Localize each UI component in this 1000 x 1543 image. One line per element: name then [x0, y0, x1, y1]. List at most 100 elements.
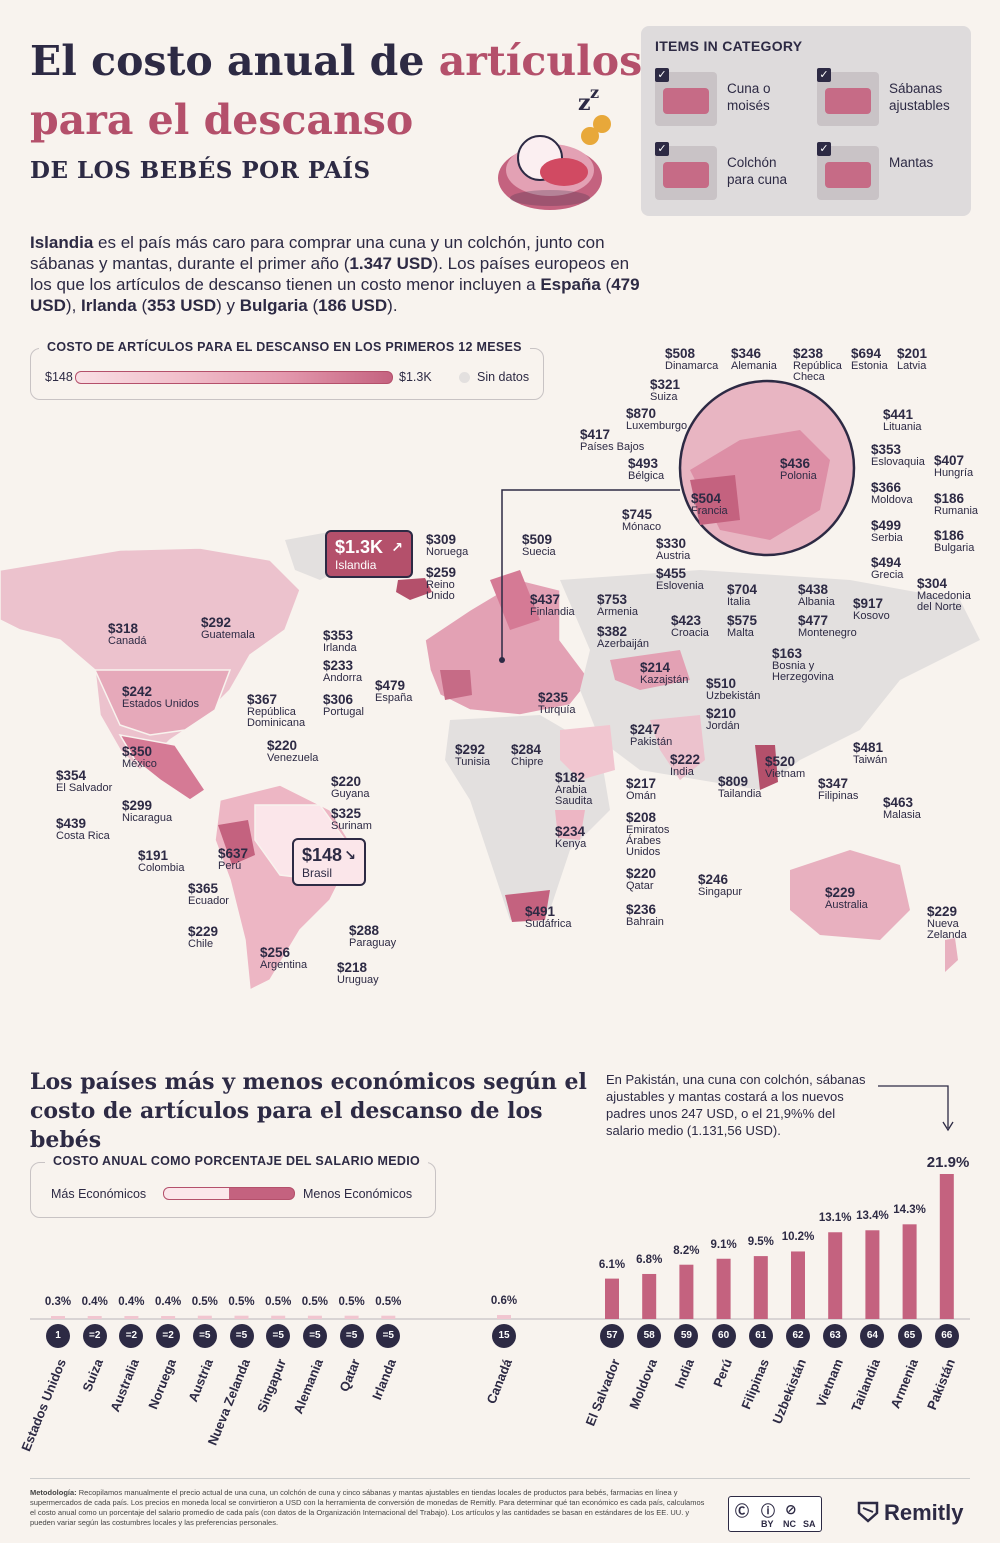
map-label: $318 Canadá [108, 621, 147, 647]
map-label: $238 República Checa [793, 346, 842, 383]
map-label: $242 Estados Unidos [122, 684, 200, 710]
map-label: $247 Pakistán [630, 722, 673, 748]
svg-text:z: z [590, 86, 599, 102]
bar-value-label: 0.5% [265, 1295, 292, 1308]
world-map [0, 530, 980, 992]
map-label: $438 Albania [798, 582, 835, 608]
map-label: $235 Turquía [538, 690, 576, 716]
legend-gradient [75, 371, 393, 384]
bar [197, 1315, 212, 1319]
map-label: $259 Reino Unido [426, 565, 457, 602]
map-label: $704 Italia [727, 582, 758, 608]
map-label: $309 Noruega [426, 532, 469, 558]
bar-value-label: 0.4% [81, 1296, 108, 1308]
bar [87, 1316, 102, 1319]
usa-shape [93, 669, 232, 736]
arabia-shape [560, 725, 615, 780]
map-label: $284 Chipre [511, 742, 544, 768]
rank-badge: 58 [637, 1324, 662, 1348]
map-label: $191 Colombia [138, 848, 185, 874]
map-label: $366 Moldova [871, 480, 913, 506]
check-icon: ✓ [655, 142, 669, 156]
map-label: $508 Dinamarca [665, 346, 719, 372]
bar [605, 1278, 619, 1319]
map-label: $481 Taiwán [853, 740, 888, 766]
map-label: $220 Venezuela [267, 738, 319, 764]
pakistan-note: En Pakistán, una cuna con colchón, sában… [606, 1072, 866, 1138]
bar [679, 1264, 694, 1319]
bar-value-label: 0.4% [154, 1296, 182, 1308]
page-title-line2: para el descanso [30, 96, 414, 144]
bar-value-label: 0.5% [228, 1295, 255, 1308]
bar-value-label: 9.1% [710, 1238, 737, 1251]
map-label: $217 Omán [626, 776, 657, 802]
map-label: $493 Bélgica [628, 456, 665, 482]
bar-value-label: 6.8% [636, 1253, 663, 1266]
map-label: $637 Perú [218, 846, 249, 872]
map-label: $437 Finlandia [530, 592, 575, 618]
item-blankets: ✓ Mantas [803, 142, 963, 202]
map-legend-title: COSTO DE ARTÍCULOS PARA EL DESCANSO EN L… [39, 340, 530, 354]
rank-badge: 61 [748, 1324, 773, 1348]
bar [307, 1315, 322, 1319]
map-label: $455 Eslovenia [656, 566, 704, 592]
map-label: $479 España [375, 678, 413, 704]
items-title: ITEMS IN CATEGORY [655, 38, 803, 54]
bar [902, 1224, 917, 1319]
map-label: $229 Nueva Zelanda [927, 904, 967, 941]
bar-value-label: 6.1% [598, 1258, 626, 1271]
item-label: Sábanas ajustables [889, 81, 950, 113]
blanket-icon [817, 146, 879, 200]
kenya-shape [555, 810, 585, 840]
map-label: $325 Surinam [331, 806, 372, 832]
page-subtitle: DE LOS BEBÉS POR PAÍS [30, 157, 371, 184]
bar-value-label: 14.3% [893, 1204, 926, 1217]
legend-max: $1.3K [399, 370, 432, 384]
map-label: $491 Sudáfrica [525, 904, 572, 930]
zoomed-france [690, 475, 740, 525]
rank-badge: =5 [229, 1324, 254, 1348]
by-icon: ⓘ [761, 1503, 775, 1519]
map-label: $436 Polonia [780, 456, 817, 482]
methodology: Metodología: Recopilamos manualmente el … [30, 1488, 705, 1527]
cc-icon: Ⓒ [735, 1503, 749, 1519]
item-label: Colchón para cuna [727, 155, 788, 187]
rank-badge: =5 [302, 1324, 327, 1348]
map-label: $288 Paraguay [349, 923, 397, 949]
bar [51, 1316, 65, 1319]
map-label: $499 Serbia [871, 518, 903, 544]
creative-commons-badge: Ⓒ ⓘ ⊘ BY NC SA [728, 1496, 822, 1532]
sleeping-baby-illustration: z z [498, 86, 611, 210]
bar [642, 1273, 657, 1319]
map-label: $510 Uzbekistán [706, 676, 761, 702]
iceland-shape [396, 578, 432, 600]
map-label: $186 Bulgaria [934, 528, 975, 554]
map-label: $222 India [670, 752, 701, 778]
check-icon: ✓ [655, 68, 669, 82]
ranking-legend-bar [163, 1187, 295, 1200]
ranking-bar-chart [30, 1174, 970, 1320]
bar-value-label: 13.4% [856, 1210, 889, 1223]
bar [939, 1174, 954, 1319]
page-title: El costo anual de artículos [30, 37, 643, 85]
bar-value-label: 0.3% [44, 1296, 72, 1308]
check-icon: ✓ [817, 68, 831, 82]
bar-value-label: 8.2% [673, 1244, 700, 1257]
check-icon: ✓ [817, 142, 831, 156]
legend-nodata: Sin datos [477, 370, 530, 384]
map-label: $233 Andorra [323, 658, 363, 684]
map-label: $218 Uruguay [337, 960, 379, 986]
bar-value-label: 0.4% [118, 1296, 145, 1308]
map-label: $256 Argentina [260, 945, 308, 971]
rank-badge: 60 [711, 1324, 736, 1348]
rank-badge: 57 [600, 1324, 624, 1348]
map-label: $745 Mónaco [622, 507, 662, 533]
europe-zoom-overlay [499, 379, 856, 663]
map-label: $509 Suecia [522, 532, 556, 558]
map-label: $477 Montenegro [798, 613, 857, 639]
rank-badge: 65 [897, 1324, 922, 1348]
peru-shape [218, 820, 255, 865]
map-label: $306 Portugal [323, 692, 364, 718]
arrow-up-right-icon: ↗ [391, 539, 403, 555]
map-legend: COSTO DE ARTÍCULOS PARA EL DESCANSO EN L… [30, 340, 544, 400]
